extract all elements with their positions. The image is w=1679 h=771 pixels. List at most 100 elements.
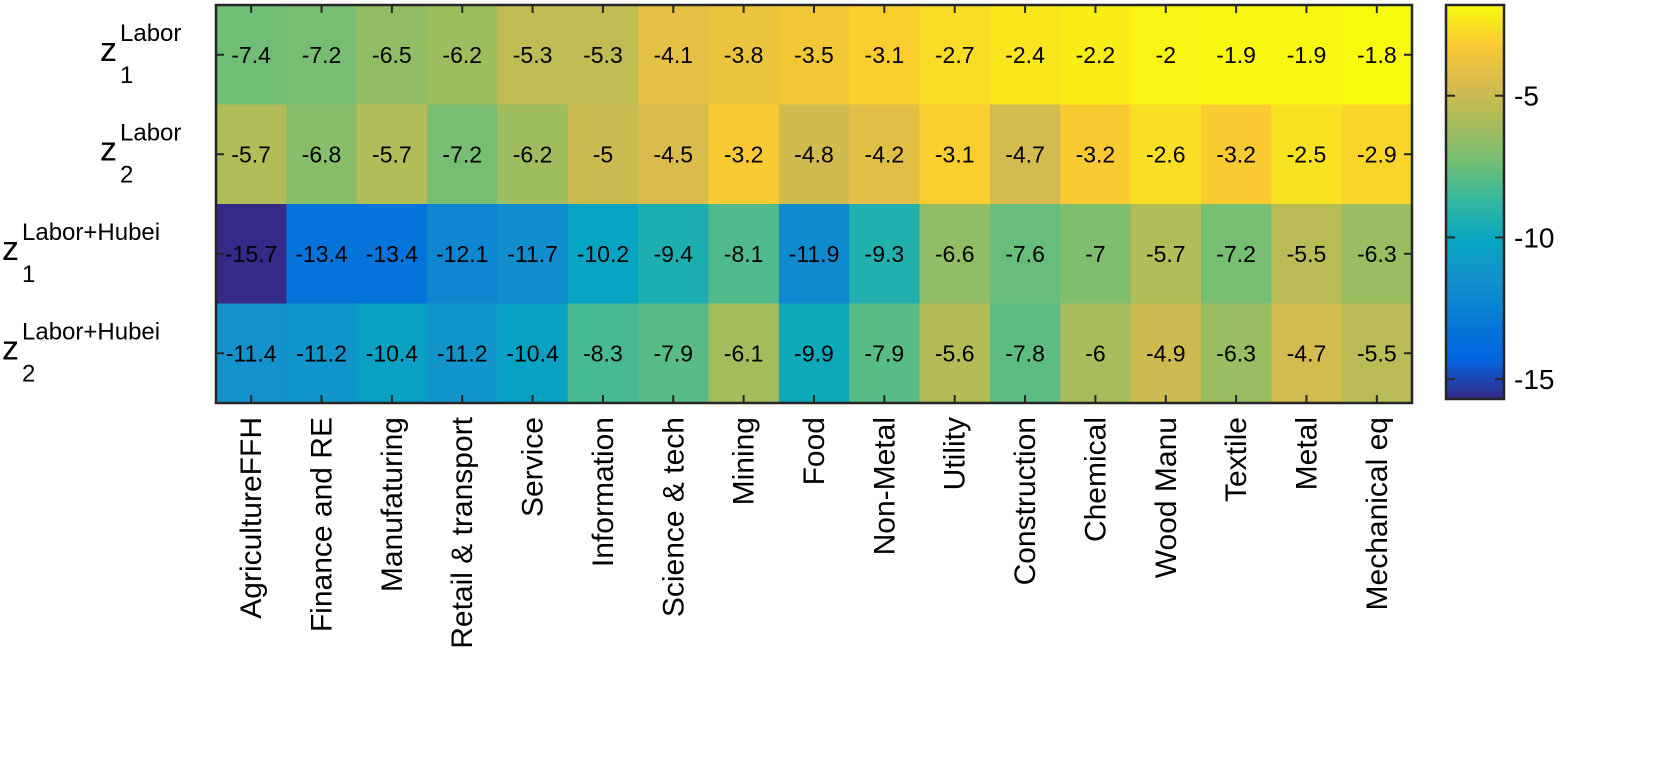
heatmap-cell bbox=[778, 104, 850, 205]
heatmap-cell bbox=[989, 104, 1061, 205]
colorbar: -15 -10 -5 bbox=[1444, 3, 1554, 401]
cell-value-label: -2.6 bbox=[1146, 141, 1186, 167]
cell-value-label: -7.6 bbox=[1005, 241, 1045, 267]
heatmap-cell bbox=[567, 104, 639, 205]
heatmap-cell bbox=[216, 5, 287, 106]
row-label: z Labor 2 bbox=[100, 119, 181, 188]
heatmap-cell bbox=[1200, 104, 1272, 205]
cell-value-label: -5.7 bbox=[231, 141, 271, 167]
cell-value-label: -3.2 bbox=[724, 141, 764, 167]
x-tick-label: Manufaturing bbox=[376, 417, 409, 592]
heatmap-cell bbox=[638, 5, 710, 106]
cell-value-label: -12.1 bbox=[436, 241, 488, 267]
cell-value-label: -6.1 bbox=[724, 340, 764, 366]
heatmap-cell bbox=[1130, 104, 1202, 205]
heatmap-cell bbox=[989, 204, 1061, 305]
cell-value-label: -11.7 bbox=[507, 241, 558, 267]
row-label-subscript: 1 bbox=[22, 261, 35, 288]
x-tick-label: Finance and RE bbox=[306, 417, 339, 632]
colorbar-tick-label: -5 bbox=[1514, 81, 1539, 112]
x-tick-label: Metal bbox=[1290, 417, 1323, 490]
heatmap-cell bbox=[286, 5, 358, 106]
cell-value-label: -3.1 bbox=[865, 42, 905, 68]
cell-value-label: -6.5 bbox=[372, 42, 412, 68]
axis-ticks bbox=[216, 5, 1412, 403]
heatmap-cell bbox=[1060, 303, 1132, 404]
heatmap-cell bbox=[778, 204, 850, 305]
heatmap-cells bbox=[216, 5, 1413, 404]
heatmap-cell bbox=[1060, 5, 1132, 106]
x-tick-label: Utility bbox=[939, 417, 972, 490]
heatmap-cell bbox=[919, 104, 991, 205]
cell-value-label: -13.4 bbox=[366, 241, 419, 267]
cell-value-label: -13.4 bbox=[295, 241, 348, 267]
cell-value-label: -8.1 bbox=[724, 241, 764, 267]
x-tick-label: Food bbox=[798, 417, 831, 485]
cell-value-label: -7 bbox=[1085, 241, 1105, 267]
cell-value-label: -2.5 bbox=[1287, 141, 1327, 167]
x-tick-label: Service bbox=[517, 417, 550, 517]
cell-value-label: -4.7 bbox=[1005, 141, 1045, 167]
row-label-subscript: 2 bbox=[120, 161, 133, 188]
heatmap-cell bbox=[919, 303, 991, 404]
heatmap-cell bbox=[778, 5, 850, 106]
heatmap-cell bbox=[1200, 5, 1272, 106]
cell-value-label: -5.3 bbox=[583, 42, 623, 68]
cell-value-label: -11.2 bbox=[296, 340, 347, 366]
cell-value-label: -5.7 bbox=[372, 141, 412, 167]
heatmap-cell bbox=[1130, 5, 1202, 106]
heatmap-cell bbox=[638, 104, 710, 205]
cell-value-label: -2.9 bbox=[1357, 141, 1397, 167]
heatmap-cell bbox=[497, 303, 569, 404]
x-tick-label: AgricultureFFH bbox=[235, 417, 268, 619]
colorbar-ticks: -15 -10 -5 bbox=[1446, 81, 1554, 395]
cell-value-label: -5.3 bbox=[513, 42, 553, 68]
heatmap-cell bbox=[1341, 204, 1413, 305]
heatmap-cell bbox=[356, 5, 428, 106]
heatmap-cell bbox=[849, 104, 921, 205]
x-axis-tick-labels: AgricultureFFH Finance and RE Manufaturing… bbox=[235, 416, 1394, 648]
cell-value-label: -11.2 bbox=[437, 340, 488, 366]
cell-value-label: -5.5 bbox=[1357, 340, 1397, 366]
heatmap-cell bbox=[1271, 303, 1343, 404]
cell-value-label: -11.9 bbox=[789, 241, 840, 267]
row-label-superscript: Labor+Hubei bbox=[22, 219, 160, 246]
heatmap-cell bbox=[1341, 104, 1413, 205]
cell-value-label: -9.3 bbox=[865, 241, 905, 267]
heatmap-cell bbox=[1060, 204, 1132, 305]
heatmap-cell bbox=[1271, 104, 1343, 205]
heatmap-cell bbox=[567, 5, 639, 106]
x-tick-label: Construction bbox=[1009, 417, 1042, 585]
heatmap-cell bbox=[427, 204, 499, 305]
cell-value-label: -1.8 bbox=[1357, 42, 1397, 68]
cell-value-label: -8.3 bbox=[583, 340, 623, 366]
heatmap-cell bbox=[567, 303, 639, 404]
heatmap-cell bbox=[1060, 104, 1132, 205]
cell-value-label: -3.2 bbox=[1216, 141, 1256, 167]
heatmap-cell bbox=[708, 204, 780, 305]
cell-value-label: -4.5 bbox=[653, 141, 693, 167]
cell-value-label: -7.8 bbox=[1005, 340, 1045, 366]
cell-value-label: -6.8 bbox=[302, 141, 342, 167]
x-tick-label: Mechanical eq bbox=[1361, 417, 1394, 610]
cell-value-label: -2 bbox=[1156, 42, 1176, 68]
heatmap-cell bbox=[427, 5, 499, 106]
x-tick-label: Information bbox=[587, 417, 620, 567]
cell-value-label: -3.1 bbox=[935, 141, 975, 167]
cell-value-label: -9.4 bbox=[653, 241, 693, 267]
cell-value-label: -9.9 bbox=[794, 340, 834, 366]
heatmap-cell bbox=[708, 104, 780, 205]
cell-value-label: -4.8 bbox=[794, 141, 834, 167]
heatmap-cell bbox=[638, 303, 710, 404]
row-label-base: z bbox=[100, 31, 117, 69]
row-label-superscript: Labor+Hubei bbox=[22, 318, 160, 345]
heatmap-cell bbox=[427, 303, 499, 404]
cell-value-label: -5.6 bbox=[935, 340, 975, 366]
cell-value-label: -7.2 bbox=[302, 42, 342, 68]
heatmap-cell bbox=[919, 5, 991, 106]
cell-value-label: -4.9 bbox=[1146, 340, 1186, 366]
colorbar-tick-label: -15 bbox=[1514, 364, 1554, 395]
cell-value-label: -6.6 bbox=[935, 241, 975, 267]
cell-value-label: -7.2 bbox=[1216, 241, 1256, 267]
